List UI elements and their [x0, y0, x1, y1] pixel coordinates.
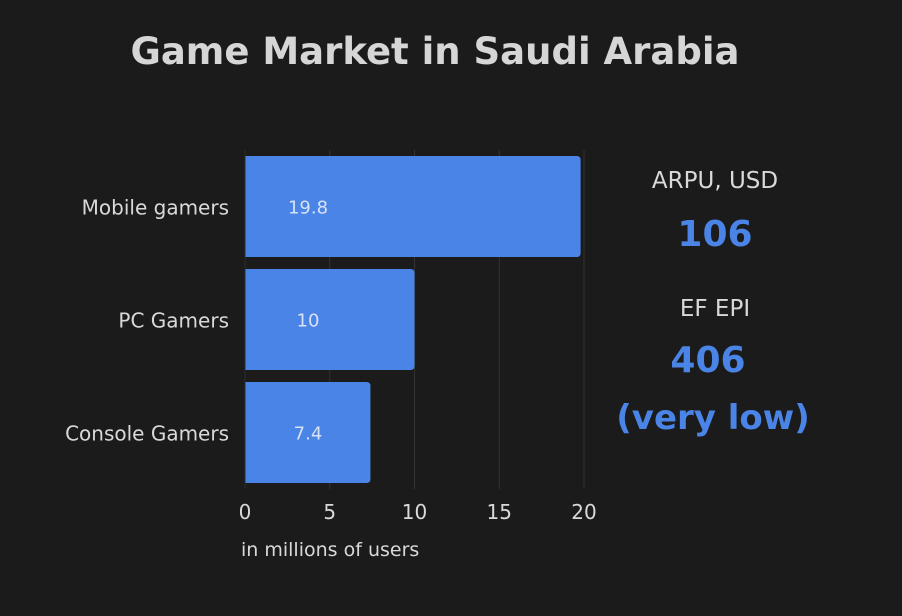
bar-1 [245, 269, 415, 370]
bar-value-label-1: 10 [297, 311, 320, 332]
x-tick-label-2: 10 [402, 500, 427, 524]
chart-title: Game Market in Saudi Arabia [130, 30, 740, 73]
arpu-value: 106 [677, 214, 753, 255]
category-label-0: Mobile gamers [82, 196, 229, 220]
epi-label: EF EPI [679, 296, 751, 322]
x-axis-label: in millions of users [241, 539, 419, 561]
x-tick-label-4: 20 [571, 500, 596, 524]
bar-value-label-2: 7.4 [294, 424, 323, 445]
epi-note: (very low) [616, 398, 810, 438]
x-tick-label-3: 15 [487, 500, 512, 524]
bar-2 [245, 382, 371, 483]
epi-value: 406 [670, 340, 746, 381]
x-tick-label-1: 5 [323, 500, 336, 524]
x-tick-label-0: 0 [239, 500, 252, 524]
bar-0 [245, 156, 581, 257]
category-label-2: Console Gamers [65, 422, 229, 446]
bar-value-label-0: 19.8 [288, 198, 328, 219]
arpu-label: ARPU, USD [651, 168, 779, 194]
category-label-1: PC Gamers [118, 309, 229, 333]
